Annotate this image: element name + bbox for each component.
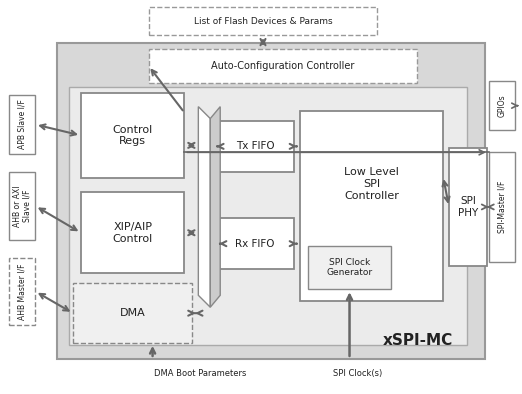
- Text: SPI
PHY: SPI PHY: [458, 196, 478, 218]
- Bar: [9, 172, 35, 240]
- Polygon shape: [210, 107, 220, 307]
- Bar: [449, 149, 487, 266]
- Bar: [216, 121, 294, 172]
- Bar: [300, 111, 443, 301]
- Text: AHB or AXI
Slave I/F: AHB or AXI Slave I/F: [13, 185, 32, 227]
- Text: Tx FIFO: Tx FIFO: [236, 141, 275, 151]
- Bar: [81, 93, 184, 178]
- Bar: [9, 95, 35, 154]
- Text: DMA: DMA: [120, 308, 146, 318]
- Text: DMA Boot Parameters: DMA Boot Parameters: [154, 369, 246, 378]
- Text: SPI-Master I/F: SPI-Master I/F: [497, 181, 506, 233]
- Bar: [73, 283, 193, 343]
- Bar: [489, 81, 515, 130]
- Text: GPIOs: GPIOs: [497, 94, 506, 117]
- Bar: [149, 7, 377, 35]
- Text: Low Level
SPI
Controller: Low Level SPI Controller: [344, 167, 399, 201]
- Bar: [216, 218, 294, 269]
- Text: Control
Regs: Control Regs: [113, 125, 153, 146]
- Bar: [69, 87, 467, 345]
- Text: SPI Clock
Generator: SPI Clock Generator: [326, 258, 373, 277]
- Bar: [81, 192, 184, 273]
- Text: SPI Clock(s): SPI Clock(s): [333, 369, 382, 378]
- Text: List of Flash Devices & Params: List of Flash Devices & Params: [194, 17, 333, 26]
- Bar: [308, 245, 392, 289]
- Polygon shape: [198, 107, 210, 307]
- Text: Auto-Configuration Controller: Auto-Configuration Controller: [211, 61, 354, 71]
- Text: Rx FIFO: Rx FIFO: [235, 239, 275, 249]
- Bar: [149, 49, 417, 83]
- Bar: [9, 258, 35, 325]
- Text: AHB Master I/F: AHB Master I/F: [18, 263, 27, 320]
- Bar: [57, 43, 485, 359]
- Text: APB Slave I/F: APB Slave I/F: [18, 100, 27, 149]
- Text: XIP/AIP
Control: XIP/AIP Control: [113, 222, 153, 243]
- Text: xSPI-MC: xSPI-MC: [383, 333, 453, 348]
- Bar: [489, 152, 515, 262]
